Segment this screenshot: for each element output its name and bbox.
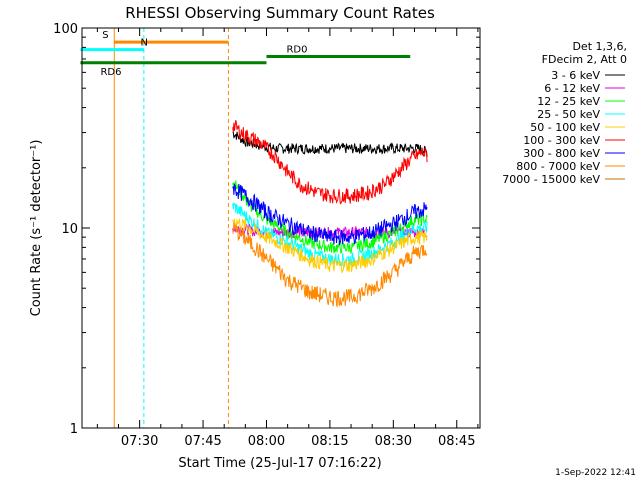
chart-title: RHESSI Observing Summary Count Rates [125, 4, 435, 22]
legend-label-8: 7000 - 15000 keV [502, 173, 600, 186]
timestamp: 1-Sep-2022 12:41 [555, 468, 636, 478]
x-axis-label: Start Time (25-Jul-17 07:16:22) [178, 456, 381, 471]
y-tick-label-2: 100 [53, 22, 78, 37]
series-line-4 [232, 218, 428, 273]
series-line-6 [232, 182, 428, 246]
legend-label-4: 50 - 100 keV [530, 121, 600, 134]
x-tick-label-1: 07:45 [184, 434, 221, 449]
annotation-label-3: RD6 [100, 67, 121, 78]
legend-label-7: 800 - 7000 keV [516, 160, 600, 173]
legend-header-0: Det 1,3,6, [572, 40, 627, 53]
legend-label-5: 100 - 300 keV [523, 134, 600, 147]
x-tick-label-5: 08:45 [438, 434, 475, 449]
series-line-0 [232, 131, 428, 157]
legend-header-1: FDecim 2, Att 0 [542, 53, 627, 66]
annotation-label-2: RD0 [286, 45, 307, 56]
annotation-label-0: S [102, 30, 108, 41]
y-axis-label: Count Rate (s⁻¹ detector⁻¹) [29, 140, 44, 317]
y-tick-label-1: 10 [61, 222, 78, 237]
legend-label-1: 6 - 12 keV [544, 82, 600, 95]
legend-label-3: 25 - 50 keV [537, 108, 600, 121]
legend-label-6: 300 - 800 keV [523, 147, 600, 160]
x-tick-label-0: 07:30 [121, 434, 158, 449]
x-tick-label-2: 08:00 [248, 434, 285, 449]
y-tick-label-0: 1 [70, 422, 78, 437]
legend-label-0: 3 - 6 keV [551, 69, 600, 82]
legend-label-2: 12 - 25 keV [537, 95, 600, 108]
x-tick-label-3: 08:15 [311, 434, 348, 449]
series-line-7 [232, 222, 428, 308]
x-tick-label-4: 08:30 [375, 434, 412, 449]
series-line-5 [232, 119, 428, 205]
annotation-label-1: N [140, 38, 147, 49]
